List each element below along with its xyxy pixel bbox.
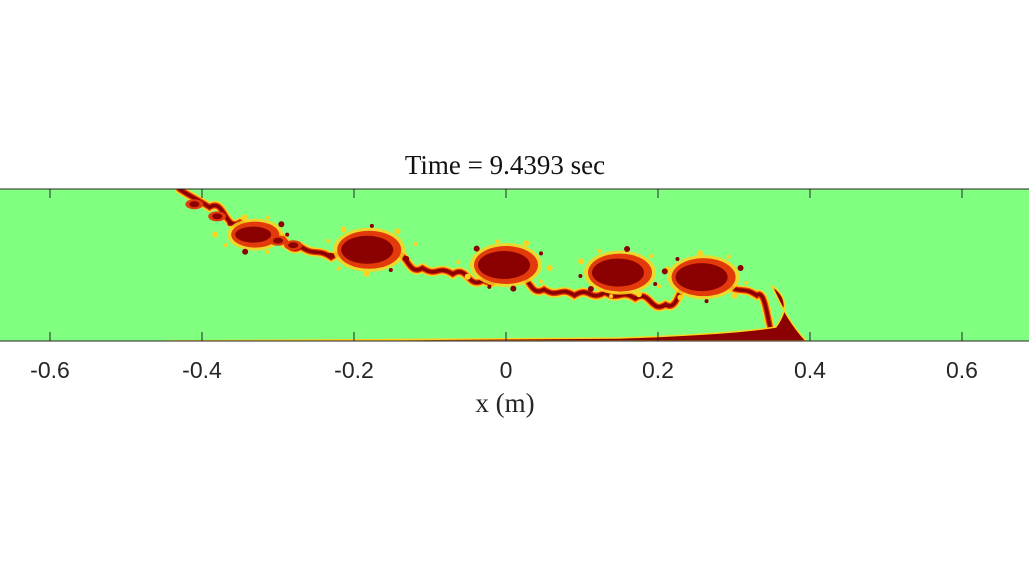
axes — [0, 188, 1029, 342]
x-tick-label: -0.2 — [334, 357, 374, 383]
bottom-current — [163, 283, 808, 341]
chart-title: Time = 9.4393 sec — [404, 150, 606, 180]
gravity-current-layer — [163, 283, 808, 341]
x-tick-label: -0.4 — [182, 357, 222, 383]
eddy-5 — [657, 250, 749, 304]
x-tick-label: 0.2 — [642, 357, 674, 383]
eddy-1 — [212, 214, 290, 255]
eddy-tip — [185, 199, 303, 251]
eddy-2 — [326, 223, 418, 277]
eddy-3 — [456, 239, 553, 292]
eddy-layer — [185, 199, 749, 304]
eddy-4 — [578, 245, 671, 299]
x-tick-label: 0.4 — [794, 357, 826, 383]
x-tick-label: 0 — [500, 357, 513, 383]
x-tick-label: -0.6 — [30, 357, 70, 383]
x-axis-label: x (m) — [475, 388, 535, 418]
x-tick-label: 0.6 — [946, 357, 978, 383]
x-ticks: -0.6 -0.4 -0.2 0 0.2 0.4 0.6 — [30, 189, 978, 383]
